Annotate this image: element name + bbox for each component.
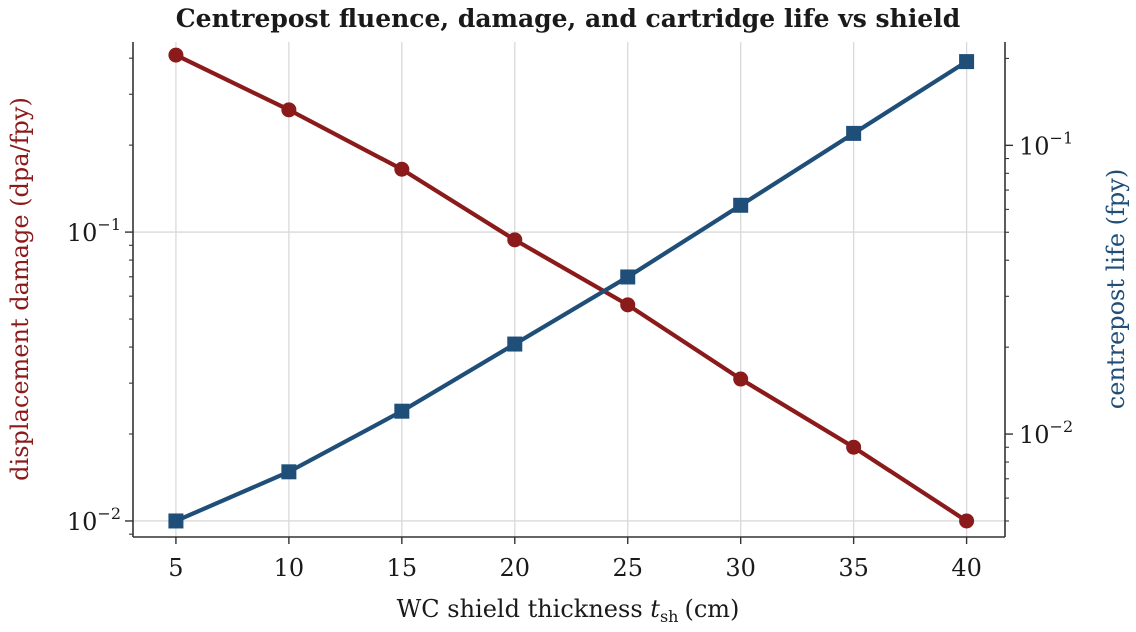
x-axis-label: WC shield thickness tsh (cm) [397,595,740,626]
x-axis-label-unit: (cm) [684,595,739,623]
tick-label-base: 10 [1019,132,1050,160]
series-line-left [175,53,968,523]
x-axis-ticks: 5 10 15 20 25 30 35 40 [168,537,982,582]
data-point-left [168,47,184,63]
x-tick-label: 15 [387,554,418,582]
data-point-left [507,232,523,248]
data-point-left [733,371,749,387]
data-point-left [620,297,636,313]
x-tick-label: 5 [168,554,183,582]
left-axis-tick-label: 10−2 [67,504,121,536]
series-layer [168,47,975,529]
data-point-left [959,513,975,529]
data-point-right [733,197,749,213]
tick-label-exponent: −1 [97,215,121,234]
tick-label-exponent: −1 [1050,128,1074,147]
x-tick-label: 35 [838,554,869,582]
grid [133,42,1005,537]
left-axis-ticks: 10−110−2 [67,57,133,536]
right-axis-tick-label: 10−1 [1019,128,1073,160]
data-point-right [507,336,523,352]
data-point-right [281,464,297,480]
chart-title: Centrepost fluence, damage, and cartridg… [176,4,960,33]
x-tick-label: 25 [612,554,643,582]
axes-spines [132,42,1006,538]
x-axis-label-subscript: sh [660,607,679,626]
x-tick-label: 40 [951,554,982,582]
data-point-left [281,102,297,118]
tick-label-base: 10 [1019,421,1050,449]
x-tick-label: 20 [500,554,531,582]
data-point-left [846,439,862,455]
data-point-left [394,161,410,177]
x-tick-label: 10 [274,554,305,582]
tick-label-base: 10 [67,219,98,247]
data-point-right [620,269,636,285]
tick-label-exponent: −2 [1050,417,1074,436]
data-point-right [846,125,862,141]
x-axis-label-text: WC shield thickness [397,595,643,623]
x-axis-label-variable: t [650,595,660,623]
data-point-right [959,54,975,70]
left-axis-tick-label: 10−1 [67,215,121,247]
series-line-right [175,59,968,523]
right-axis-label: centrepost life (fpy) [1102,169,1130,409]
data-point-right [168,513,184,529]
data-point-right [394,403,410,419]
tick-label-base: 10 [67,508,98,536]
right-axis-tick-label: 10−2 [1019,417,1073,449]
x-tick-label: 30 [725,554,756,582]
left-axis-label: displacement damage (dpa/fpy) [6,97,34,481]
tick-label-exponent: −2 [97,504,121,523]
right-axis-ticks: 10−110−2 [1005,57,1073,522]
